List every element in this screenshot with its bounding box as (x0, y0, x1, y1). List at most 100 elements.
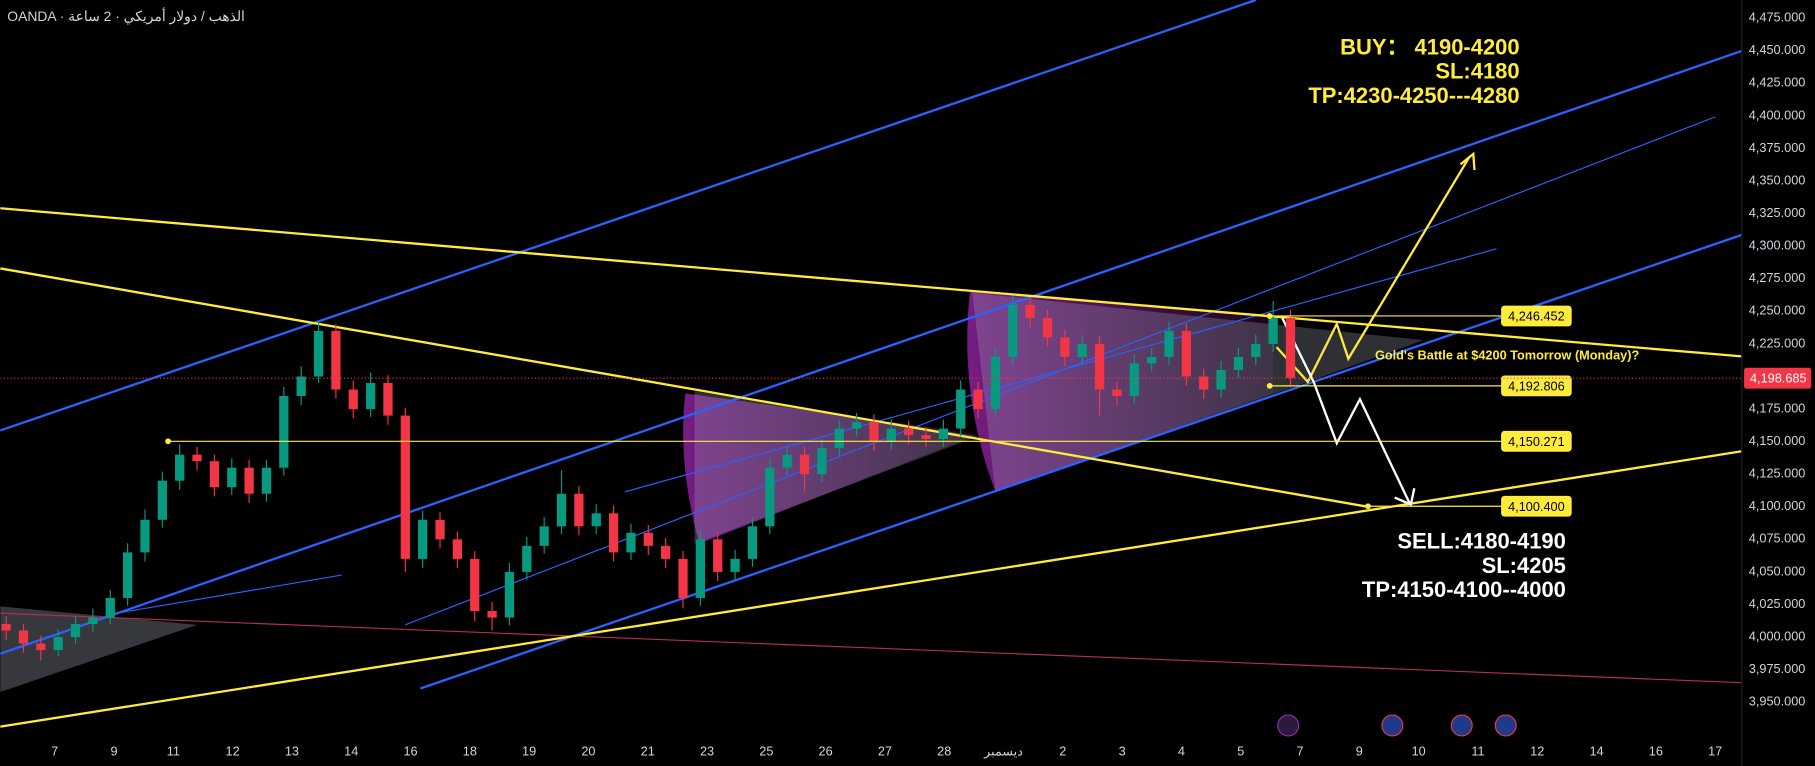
level-anchor (1266, 313, 1273, 319)
y-tick-label: 4,075.000 (1749, 531, 1806, 546)
x-tick-label: 14 (1589, 743, 1603, 758)
candle-body (713, 539, 723, 572)
channel-line (115, 574, 342, 614)
candle-body (175, 454, 185, 481)
event-icons (1277, 714, 1517, 737)
price-label: 4,150.271 (1508, 434, 1565, 449)
symbol-title: OANDA · الذهب / دولار أمريكي · 2 ساعة (7, 6, 245, 25)
y-tick-label: 4,225.000 (1749, 335, 1806, 350)
candle-body (209, 461, 220, 488)
x-tick-label: 20 (581, 743, 595, 758)
candle-body (157, 480, 167, 520)
candle-body (747, 526, 758, 559)
x-tick-label: 10 (1412, 743, 1426, 758)
trendline (0, 207, 1742, 358)
candle-body (1008, 304, 1018, 357)
sell-annotation: SL:4205 (1482, 553, 1566, 578)
candle-body (817, 448, 827, 475)
price-label-box (1501, 495, 1572, 517)
candle-body (261, 467, 272, 494)
price-label-box (1501, 375, 1572, 397)
candle-body (938, 428, 948, 440)
candle-body (626, 532, 636, 553)
candle-body (799, 454, 810, 475)
y-tick-label: 4,350.000 (1749, 172, 1806, 187)
arrow-head (1394, 488, 1416, 507)
event-icon[interactable] (1494, 714, 1517, 737)
candle-body (695, 539, 706, 598)
candle-body (1042, 317, 1053, 338)
candle-body (678, 558, 688, 598)
candle-body (782, 454, 792, 468)
x-tick-label: 13 (285, 743, 299, 758)
candle-body (122, 552, 133, 598)
candle-body (765, 467, 775, 527)
candle-body (1129, 363, 1139, 397)
x-tick-label: 9 (1356, 743, 1363, 758)
level-anchor (1266, 382, 1273, 389)
candle-body (556, 493, 567, 527)
candle-body (522, 545, 532, 572)
y-tick-label: 4,375.000 (1749, 140, 1806, 155)
price-label-box (1501, 305, 1572, 327)
triangle (972, 292, 1424, 492)
y-tick-label: 3,975.000 (1749, 661, 1806, 676)
price-label: 4,100.400 (1508, 499, 1565, 514)
arrow-path (1275, 155, 1471, 384)
candle-body (956, 389, 966, 429)
x-tick-label: 21 (641, 743, 655, 758)
y-tick-label: 4,400.000 (1749, 107, 1806, 122)
y-tick-label: 4,425.000 (1749, 75, 1806, 90)
x-tick-label: ديسمبر (983, 743, 1023, 759)
current-price-label: 4,198.685 (1750, 371, 1807, 386)
candle-body (348, 389, 358, 410)
y-tick-label: 4,000.000 (1749, 628, 1806, 643)
candle-body (1, 624, 11, 631)
candle-body (400, 415, 410, 559)
candle-body (591, 513, 601, 527)
candle-body (904, 428, 914, 436)
x-tick-label: 12 (1530, 743, 1544, 758)
candle-body (973, 389, 983, 410)
x-tick-label: 11 (167, 743, 180, 758)
candle-body (313, 330, 324, 377)
candle-body (608, 513, 619, 553)
arrow-path (1281, 317, 1411, 504)
y-tick-label: 4,025.000 (1749, 596, 1806, 611)
candle-body (574, 493, 584, 527)
candle-body (70, 624, 81, 638)
candle-body (1112, 389, 1122, 397)
marks (1, 295, 1296, 661)
x-tick-label: 4 (1178, 743, 1185, 758)
candle-body (730, 558, 740, 572)
y-tick-label: 4,100.000 (1749, 498, 1806, 513)
candle-body (1285, 317, 1296, 378)
x-tick-label: 11 (1471, 743, 1484, 758)
event-icon[interactable] (1450, 714, 1473, 737)
candle-body (1025, 304, 1035, 318)
x-tick-label: 17 (1708, 743, 1722, 758)
x-tick-label: 16 (1649, 743, 1663, 758)
candle-body (435, 519, 445, 540)
candle-body (418, 519, 428, 559)
candle-body (834, 428, 844, 449)
event-icon[interactable] (1381, 714, 1404, 737)
candle-body (643, 532, 653, 546)
y-tick-label: 4,050.000 (1749, 563, 1806, 578)
level-anchor (1365, 503, 1371, 510)
trendline (0, 267, 1369, 508)
candle-body (990, 356, 1001, 410)
price-label: 4,192.806 (1508, 378, 1565, 393)
y-tick-label: 3,950.000 (1749, 694, 1806, 709)
y-tick-label: 4,125.000 (1749, 466, 1806, 481)
y-tick-label: 4,325.000 (1749, 205, 1806, 220)
candle-body (36, 643, 46, 651)
current-price-box (1744, 367, 1812, 389)
candle-body (504, 571, 515, 618)
candle-body (1199, 376, 1209, 390)
event-icon[interactable] (1277, 714, 1300, 737)
x-tick-label: 3 (1119, 743, 1126, 758)
candle-body (296, 376, 306, 397)
x-tick-label: 12 (226, 743, 240, 758)
candle-body (227, 467, 237, 488)
